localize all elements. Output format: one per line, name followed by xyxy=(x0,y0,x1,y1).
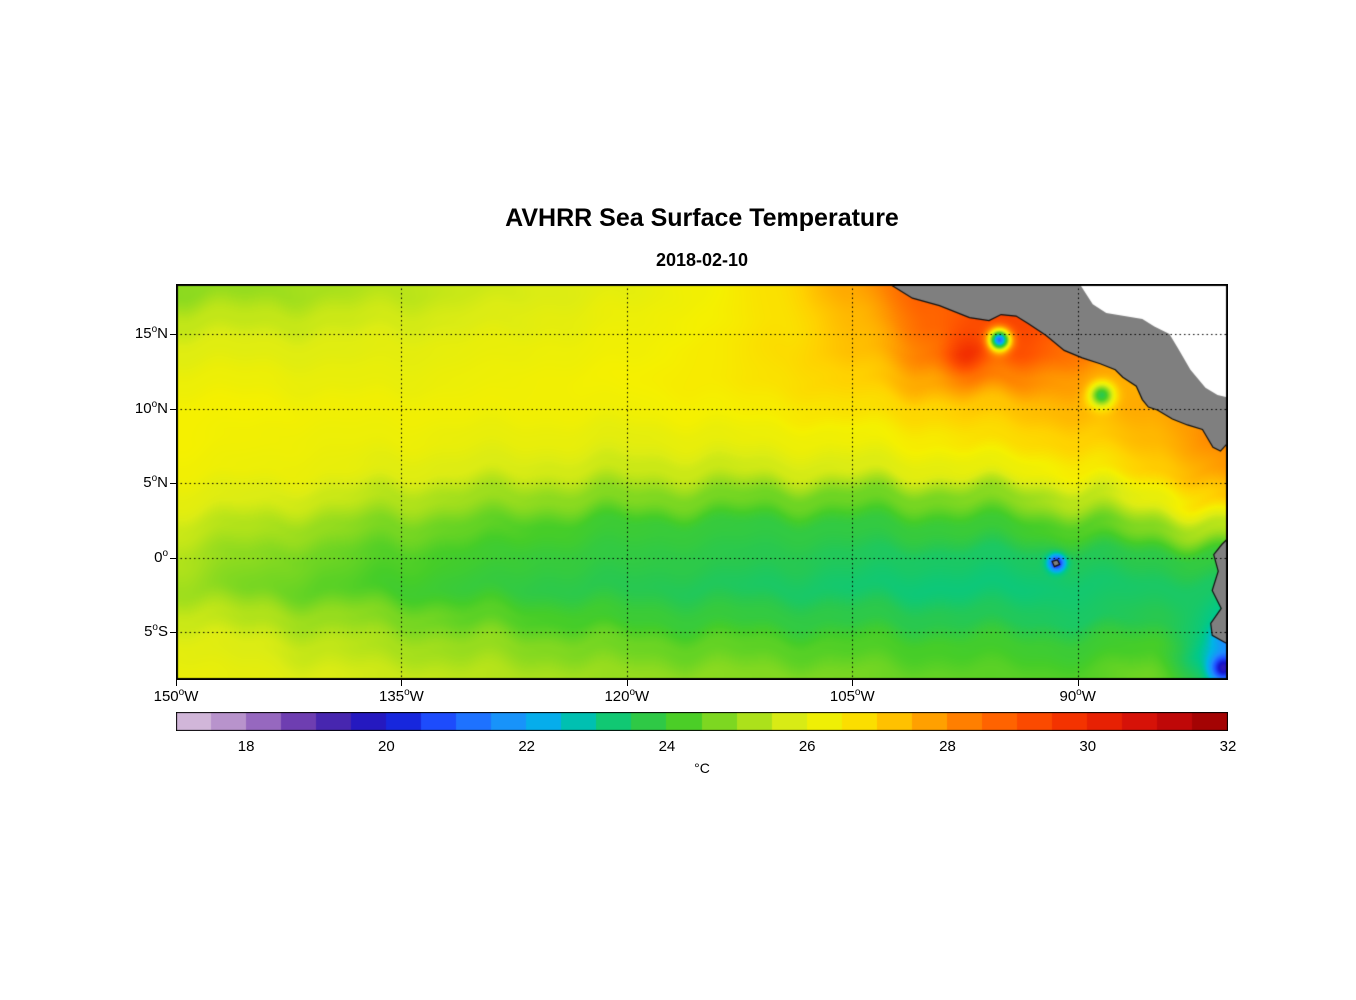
colorbar-canvas xyxy=(176,712,1228,731)
lat-tick-mark xyxy=(170,483,176,484)
colorbar-tick-label: 26 xyxy=(798,738,816,755)
lat-tick-label: 15oN xyxy=(134,323,168,342)
colorbar-tick-label: 18 xyxy=(237,738,255,755)
sst-heatmap-canvas xyxy=(176,284,1228,680)
lat-tick-label: 10oN xyxy=(134,398,168,417)
lon-tick-label: 90oW xyxy=(1059,687,1096,706)
chart-subtitle: 2018-02-10 xyxy=(655,250,749,270)
chart-title: AVHRR Sea Surface Temperature xyxy=(505,204,899,232)
colorbar-tick-label: 28 xyxy=(939,738,956,755)
colorbar-tick-label: 30 xyxy=(1079,738,1097,755)
lat-tick-mark xyxy=(170,409,176,410)
lat-tick-label: 0o xyxy=(154,547,168,566)
colorbar-unit-label: °C xyxy=(694,760,710,776)
lat-tick-mark xyxy=(170,334,176,335)
lat-tick-label: 5oN xyxy=(143,473,168,492)
lon-tick-label: 105oW xyxy=(829,687,875,706)
lon-tick-label: 150oW xyxy=(153,687,199,706)
lon-tick-mark xyxy=(1078,680,1079,686)
lat-tick-mark xyxy=(170,632,176,633)
lon-tick-label: 120oW xyxy=(604,687,650,706)
lon-tick-label: 135oW xyxy=(379,687,424,706)
colorbar-tick-label: 24 xyxy=(658,738,676,755)
lon-tick-mark xyxy=(401,680,402,686)
lon-tick-mark xyxy=(852,680,853,686)
colorbar-tick-label: 22 xyxy=(518,738,535,755)
colorbar-tick-label: 32 xyxy=(1219,738,1237,755)
colorbar-tick-label: 20 xyxy=(378,738,395,755)
lat-tick-mark xyxy=(170,558,176,559)
lat-tick-label: 5oS xyxy=(144,622,168,641)
lon-tick-mark xyxy=(627,680,628,686)
lon-tick-mark xyxy=(176,680,177,686)
